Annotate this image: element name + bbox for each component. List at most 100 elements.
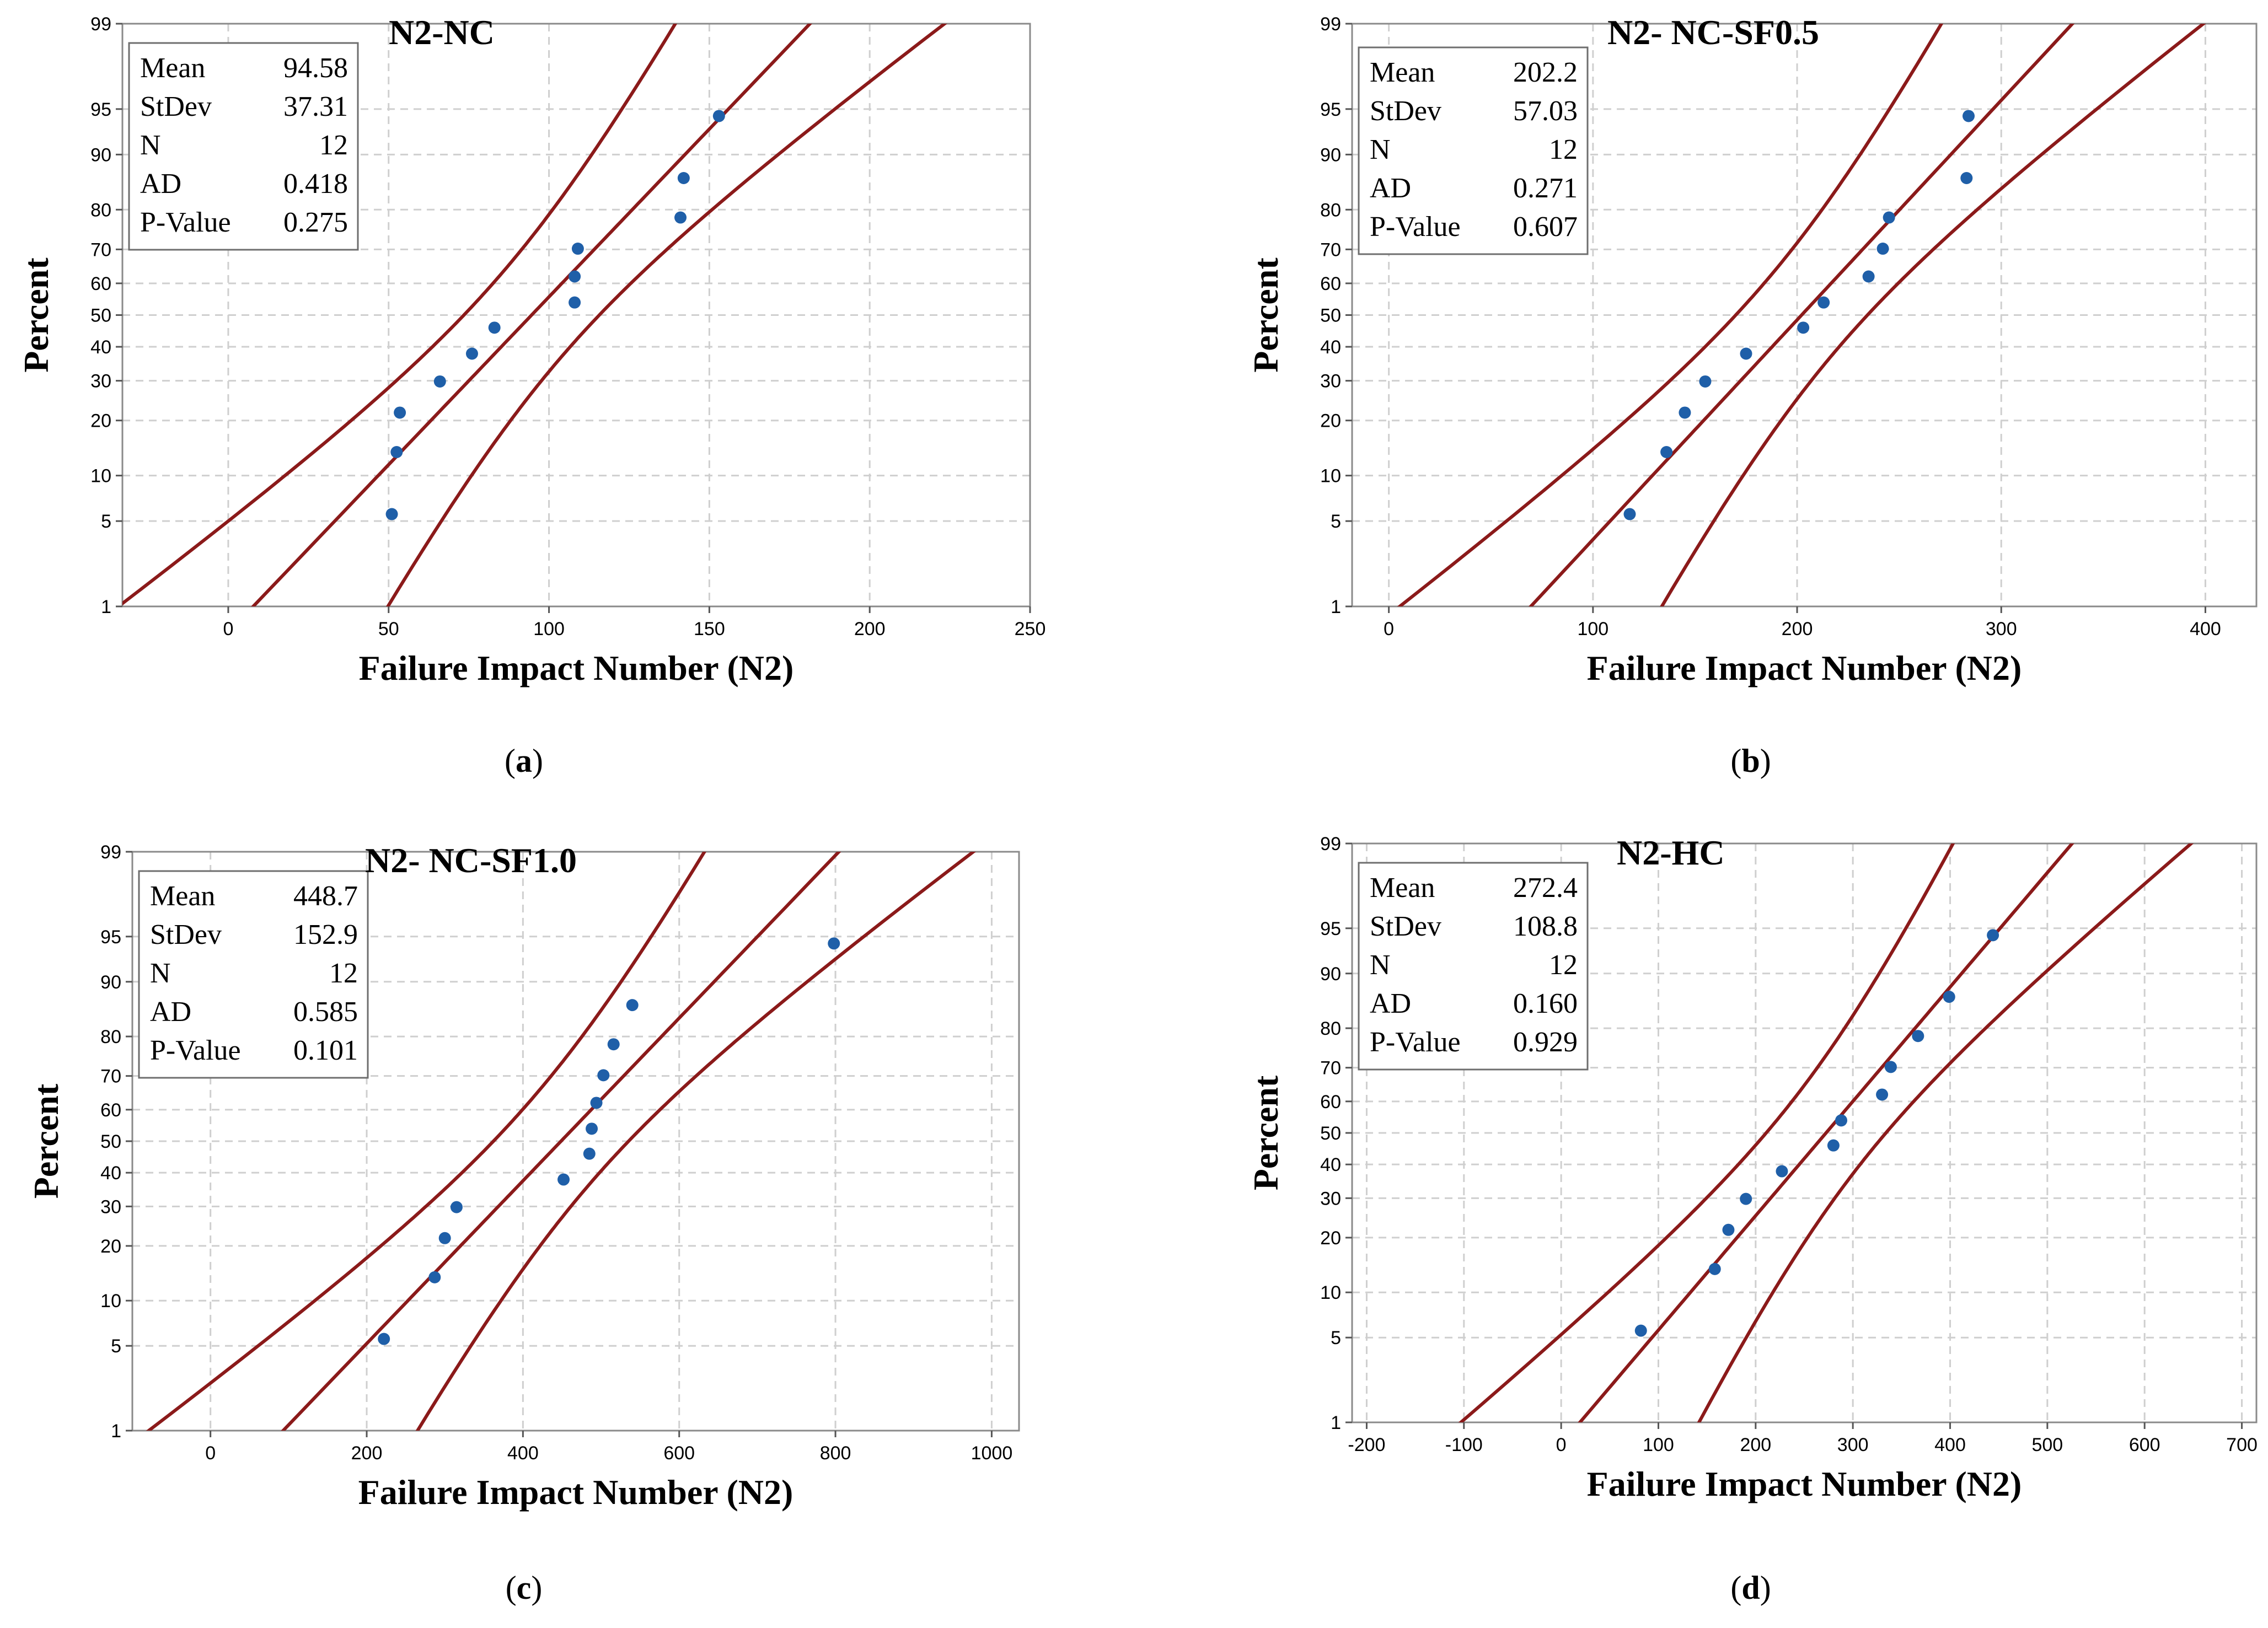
y-tick-label: 95 bbox=[1320, 99, 1341, 120]
stat-label: AD bbox=[150, 996, 191, 1028]
y-tick-label: 60 bbox=[1320, 273, 1341, 294]
stat-label: N bbox=[1370, 949, 1391, 981]
chart-panel-d: -200 -100 0 100 200 300 400 500 600 700 1 5 10 20 30 40… bbox=[1246, 833, 2258, 1606]
stat-label: StDev bbox=[150, 919, 222, 950]
data-point bbox=[1740, 1192, 1752, 1205]
data-point bbox=[394, 406, 406, 419]
stat-value-stdev: 57.03 bbox=[1513, 95, 1578, 127]
y-axis-title: Percent bbox=[17, 257, 56, 373]
stat-value-stdev: 37.31 bbox=[283, 91, 348, 122]
y-tick-label: 40 bbox=[1320, 337, 1341, 358]
stat-value-p_value: 0.101 bbox=[293, 1035, 358, 1066]
data-point bbox=[488, 321, 501, 334]
data-point bbox=[1634, 1324, 1647, 1337]
x-tick-label: 300 bbox=[1986, 619, 2017, 640]
x-tick-label: 0 bbox=[205, 1443, 216, 1464]
y-tick-label: 70 bbox=[1320, 1058, 1341, 1079]
data-point bbox=[1960, 171, 1973, 184]
x-tick-label: 400 bbox=[1934, 1434, 1966, 1455]
stat-label: P-Value bbox=[150, 1035, 241, 1066]
stat-label: Mean bbox=[140, 52, 205, 84]
stat-value-n: 12 bbox=[319, 130, 348, 161]
x-tick-label: 200 bbox=[854, 619, 886, 640]
stat-label: Mean bbox=[1370, 872, 1435, 904]
y-tick-label: 60 bbox=[90, 273, 111, 294]
x-axis-title: Failure Impact Number (N2) bbox=[358, 1473, 793, 1512]
y-tick-label: 50 bbox=[90, 305, 111, 326]
y-tick-label: 40 bbox=[90, 337, 111, 358]
y-tick-label: 5 bbox=[1331, 511, 1341, 532]
y-tick-label: 90 bbox=[100, 972, 121, 993]
x-tick-label: 0 bbox=[1556, 1434, 1567, 1455]
stat-value-stdev: 152.9 bbox=[293, 919, 358, 950]
data-point bbox=[385, 508, 398, 520]
y-tick-label: 40 bbox=[100, 1163, 121, 1184]
confidence-band-lower bbox=[122, 24, 678, 606]
data-point bbox=[1912, 1030, 1924, 1043]
stat-value-p_value: 0.607 bbox=[1513, 211, 1578, 243]
data-point bbox=[1862, 270, 1875, 283]
data-point bbox=[828, 937, 840, 950]
chart-panel-b: 0 100 200 300 400 1 5 10 20 30 40 50 60 70 80 90 95 99 Fai… bbox=[1246, 13, 2258, 779]
data-point bbox=[586, 1122, 598, 1135]
y-tick-label: 99 bbox=[1320, 834, 1341, 855]
stat-value-ad: 0.160 bbox=[1513, 988, 1578, 1019]
stat-label: P-Value bbox=[1370, 1027, 1461, 1058]
x-axis-title: Failure Impact Number (N2) bbox=[1587, 648, 2022, 687]
data-point bbox=[1708, 1262, 1721, 1275]
data-point bbox=[569, 296, 581, 309]
data-point bbox=[590, 1097, 603, 1109]
y-tick-label: 95 bbox=[90, 99, 111, 120]
data-point bbox=[1660, 446, 1673, 459]
x-tick-label: 600 bbox=[2129, 1434, 2160, 1455]
stat-value-mean: 272.4 bbox=[1513, 872, 1578, 904]
data-point bbox=[557, 1173, 570, 1186]
data-point bbox=[1884, 1061, 1897, 1073]
stat-value-ad: 0.418 bbox=[283, 168, 348, 200]
data-point bbox=[450, 1201, 463, 1213]
stat-label: N bbox=[150, 958, 171, 989]
stat-value-mean: 202.2 bbox=[1513, 57, 1578, 88]
panel-caption: (c) bbox=[506, 1570, 543, 1606]
fit-line bbox=[1528, 24, 2075, 606]
y-tick-label: 1 bbox=[1331, 597, 1341, 617]
x-axis-title: Failure Impact Number (N2) bbox=[359, 648, 794, 687]
stat-value-ad: 0.271 bbox=[1513, 173, 1578, 204]
confidence-band-lower bbox=[1458, 843, 1955, 1422]
y-tick-label: 10 bbox=[90, 466, 111, 487]
chart-panel-c: 0 200 400 600 800 1000 1 5 10 20 30 40 50 60 70 80 90 95 9… bbox=[26, 841, 1020, 1606]
stat-value-p_value: 0.929 bbox=[1513, 1027, 1578, 1058]
data-point bbox=[1876, 243, 1889, 255]
data-point bbox=[1876, 1088, 1889, 1101]
data-point bbox=[583, 1147, 596, 1160]
y-tick-label: 90 bbox=[1320, 144, 1341, 165]
x-tick-label: 500 bbox=[2031, 1434, 2063, 1455]
y-tick-label: 30 bbox=[100, 1196, 121, 1217]
data-point bbox=[1827, 1139, 1840, 1152]
x-tick-label: 50 bbox=[378, 619, 399, 640]
caption-letter: d bbox=[1741, 1570, 1760, 1606]
y-tick-label: 70 bbox=[90, 239, 111, 260]
y-tick-label: 1 bbox=[101, 597, 111, 617]
chart-title: N2- NC-SF0.5 bbox=[1607, 13, 1819, 52]
stat-label: N bbox=[1370, 134, 1391, 165]
caption-letter: a bbox=[516, 743, 532, 779]
chart-title: N2-HC bbox=[1617, 833, 1725, 872]
data-point bbox=[433, 375, 446, 388]
x-tick-label: 250 bbox=[1015, 619, 1046, 640]
y-tick-label: 30 bbox=[1320, 371, 1341, 392]
data-point bbox=[465, 347, 478, 360]
stat-value-mean: 448.7 bbox=[293, 880, 358, 912]
x-axis-title: Failure Impact Number (N2) bbox=[1587, 1464, 2022, 1503]
y-tick-label: 1 bbox=[111, 1421, 121, 1442]
y-tick-label: 5 bbox=[111, 1336, 121, 1357]
chart-title: N2-NC bbox=[389, 13, 495, 52]
stat-label: StDev bbox=[140, 91, 212, 122]
y-tick-label: 10 bbox=[1320, 466, 1341, 487]
data-point bbox=[1623, 508, 1636, 520]
y-axis-title: Percent bbox=[1246, 1075, 1285, 1190]
data-point bbox=[1797, 321, 1810, 334]
x-tick-label: 1000 bbox=[971, 1443, 1013, 1464]
x-tick-label: 100 bbox=[1643, 1434, 1674, 1455]
